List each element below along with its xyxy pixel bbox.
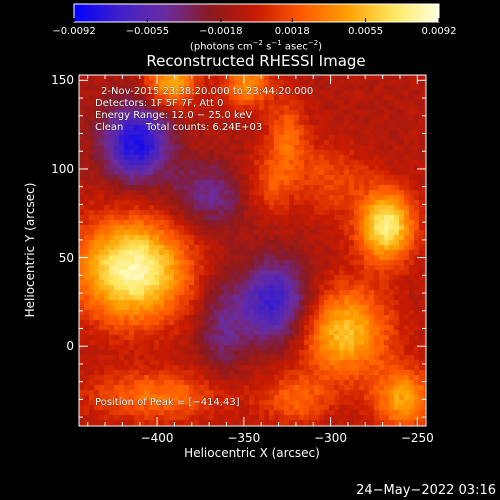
x-tick-label: −350 xyxy=(227,431,261,445)
colorbar-tick-label: −0.0018 xyxy=(199,26,243,37)
x-tick-label: −300 xyxy=(314,431,348,445)
colorbar xyxy=(73,3,440,23)
y-tick-label: 100 xyxy=(51,161,74,176)
clean-label: Clean xyxy=(95,122,124,133)
colorbar-tick-label: 0.0055 xyxy=(348,26,384,37)
footer-timestamp: 24−May−2022 03:16 xyxy=(356,483,496,498)
colorbar-tick-label: 0.0018 xyxy=(274,26,310,37)
colorbar-tick-label: −0.0055 xyxy=(125,26,170,37)
detectors-label: Detectors: 1F 5F 7F, Att 0 xyxy=(95,98,224,109)
y-tick-label: 0 xyxy=(66,339,74,354)
chart-title: Reconstructed RHESSI Image xyxy=(146,52,366,70)
x-tick-label: −400 xyxy=(140,431,174,445)
colorbar-gradient xyxy=(73,3,440,23)
total-counts-label: Total counts: 6.24E+03 xyxy=(146,122,263,133)
colorbar-tick-label: −0.0092 xyxy=(52,26,96,37)
y-axis-title: Heliocentric Y (arcsec) xyxy=(23,182,37,318)
energy-range-label: Energy Range: 12.0 − 25.0 keV xyxy=(95,110,253,121)
x-tick-label: −250 xyxy=(400,431,434,445)
y-tick-label: 150 xyxy=(51,73,74,88)
peak-position-label: Position of Peak = [−414,43] xyxy=(95,397,240,408)
time-range-label: 2-Nov-2015 23:38:20.000 to 23:44:20.000 xyxy=(101,86,314,97)
colorbar-tick-label: 0.0092 xyxy=(421,26,457,37)
y-tick-label: 50 xyxy=(58,250,74,265)
colorbar-unit: (photons cm−2 s−1 asec−2) xyxy=(189,39,323,53)
x-axis-title: Heliocentric X (arcsec) xyxy=(184,446,320,460)
